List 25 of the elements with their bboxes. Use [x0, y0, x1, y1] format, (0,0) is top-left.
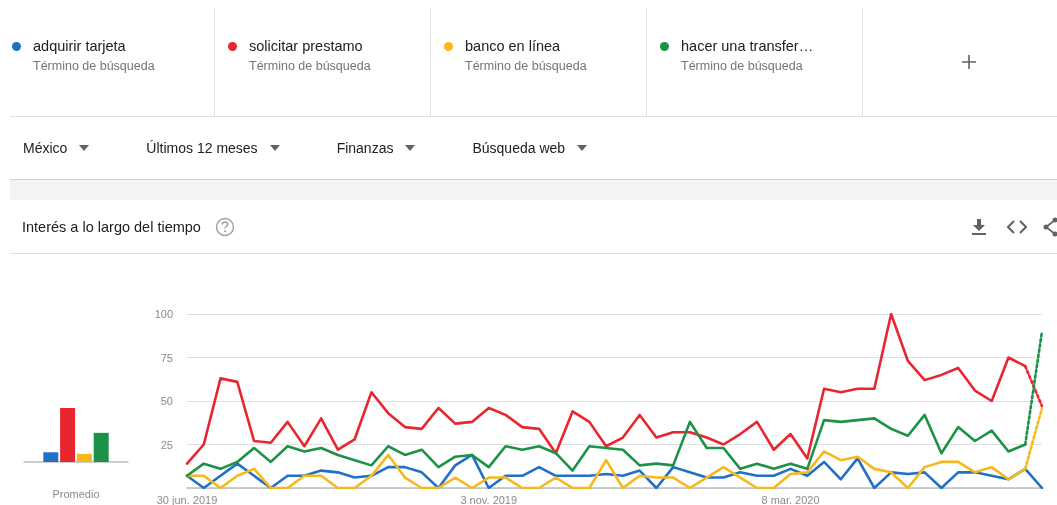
text: Últimos 12 meses	[146, 140, 258, 156]
bar	[93, 432, 109, 462]
legend-label: adquirir tarjeta	[33, 38, 126, 54]
legend-label: hacer una transfer…	[681, 38, 814, 54]
legend-label: solicitar prestamo	[249, 38, 363, 54]
text: Búsqueda web	[472, 140, 566, 156]
x-tick-label: 30 jun. 2019	[156, 493, 218, 505]
bar	[43, 452, 59, 462]
text: México	[23, 140, 68, 156]
text: Finanzas	[336, 140, 394, 156]
chart-title: Interés a lo largo del tiempo	[22, 218, 201, 235]
x-tick-label: 3 nov. 2019	[460, 493, 518, 505]
x-tick-label: Promedio	[52, 487, 100, 500]
x-tick-label: 8 mar. 2020	[761, 493, 820, 505]
text: Término de búsqueda	[465, 59, 588, 73]
text: Término de búsqueda	[33, 59, 156, 73]
legend-label: banco en línea	[465, 38, 561, 54]
text: Término de búsqueda	[249, 59, 372, 73]
y-tick-label: 100	[154, 308, 173, 320]
y-tick-label: 75	[160, 351, 173, 364]
bar	[76, 453, 92, 462]
text: Término de búsqueda	[681, 59, 804, 73]
y-tick-label: 50	[160, 395, 173, 407]
bar	[60, 408, 76, 462]
y-tick-label: 25	[160, 438, 173, 451]
